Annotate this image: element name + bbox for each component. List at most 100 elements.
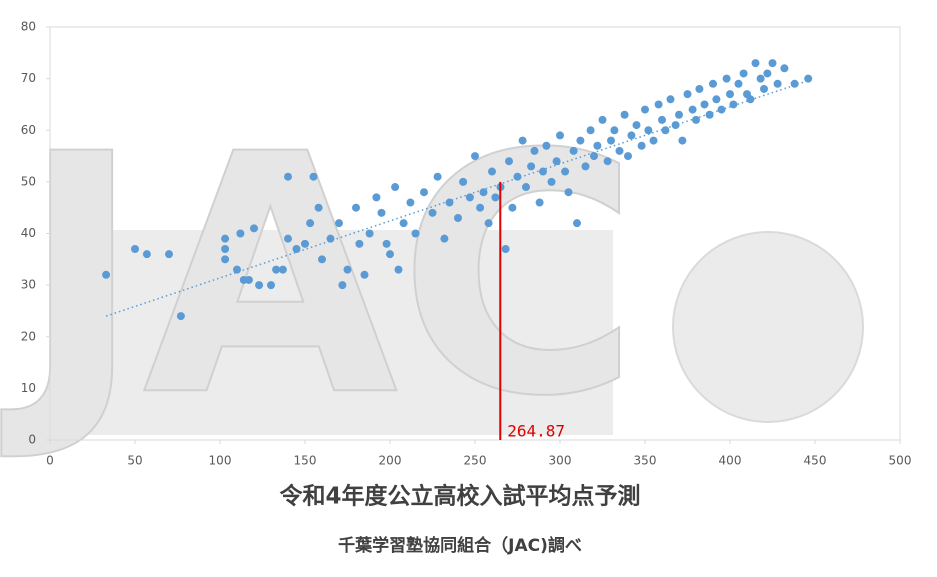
marker-label: 264.87 [507, 422, 565, 441]
y-tick-label: 20 [21, 329, 36, 343]
point [284, 234, 292, 243]
point [700, 100, 709, 109]
point [773, 79, 782, 88]
point [632, 121, 641, 130]
point [654, 100, 663, 109]
point [301, 239, 309, 248]
point [372, 193, 381, 202]
y-tick-label: 30 [21, 278, 36, 292]
point [488, 167, 496, 176]
point [394, 265, 403, 274]
point [569, 146, 578, 155]
x-tick-label: 100 [209, 454, 232, 468]
point [491, 193, 500, 202]
point [661, 126, 670, 135]
point [530, 146, 539, 155]
point [318, 255, 326, 264]
point [760, 84, 768, 93]
x-tick-label: 200 [379, 454, 402, 468]
point [459, 177, 468, 186]
point [552, 157, 561, 166]
point [343, 265, 352, 274]
point [278, 265, 287, 274]
point [399, 219, 408, 228]
point [564, 188, 573, 197]
point [420, 188, 428, 197]
point [637, 141, 646, 150]
y-tick-label: 0 [28, 433, 36, 447]
x-tick-label: 500 [889, 454, 912, 468]
point [255, 281, 264, 290]
point [790, 79, 799, 88]
y-tick-label: 70 [21, 71, 36, 85]
y-tick-label: 10 [21, 381, 36, 395]
point [756, 74, 765, 83]
point [539, 167, 547, 176]
point [522, 183, 530, 192]
point [624, 152, 632, 161]
point [751, 59, 760, 68]
point [729, 100, 738, 109]
point [734, 79, 743, 88]
point [465, 193, 474, 202]
point [666, 95, 675, 104]
point [678, 136, 687, 145]
point [705, 110, 714, 119]
point [142, 250, 151, 259]
x-tick-label: 350 [634, 454, 657, 468]
point [573, 219, 581, 228]
point [505, 157, 513, 166]
point [675, 110, 683, 119]
point [406, 198, 415, 207]
point [780, 64, 789, 73]
point [309, 172, 318, 181]
x-tick-label: 450 [804, 454, 827, 468]
point [607, 136, 615, 145]
point [386, 250, 394, 259]
point [576, 136, 585, 145]
point [722, 74, 731, 83]
point [627, 131, 636, 140]
point [726, 90, 734, 99]
point [518, 136, 527, 145]
point [221, 255, 230, 264]
point [250, 224, 258, 233]
point [508, 203, 517, 212]
point [244, 275, 253, 284]
point [338, 281, 347, 290]
point [484, 219, 493, 228]
point [176, 312, 185, 321]
point [355, 239, 364, 248]
point [768, 59, 777, 68]
point [440, 234, 449, 243]
point [411, 229, 420, 238]
point [433, 172, 442, 181]
point [598, 115, 607, 124]
point [547, 177, 556, 186]
point [586, 126, 595, 135]
point [165, 250, 173, 259]
point [272, 265, 281, 274]
point [360, 270, 369, 279]
point [593, 141, 602, 150]
point [695, 84, 704, 93]
x-tick-label: 300 [549, 454, 572, 468]
x-tick-label: 250 [464, 454, 487, 468]
point [382, 239, 391, 248]
point [620, 110, 629, 119]
point [471, 152, 479, 161]
point [102, 270, 111, 279]
point [649, 136, 658, 145]
point [590, 152, 598, 161]
point [267, 281, 275, 290]
point [365, 229, 374, 238]
point [391, 183, 400, 192]
x-tick-label: 50 [127, 454, 142, 468]
point [377, 208, 386, 217]
point [428, 208, 437, 217]
x-tick-label: 150 [294, 454, 317, 468]
point [683, 90, 692, 99]
x-tick-label: 400 [719, 454, 742, 468]
point [314, 203, 323, 212]
